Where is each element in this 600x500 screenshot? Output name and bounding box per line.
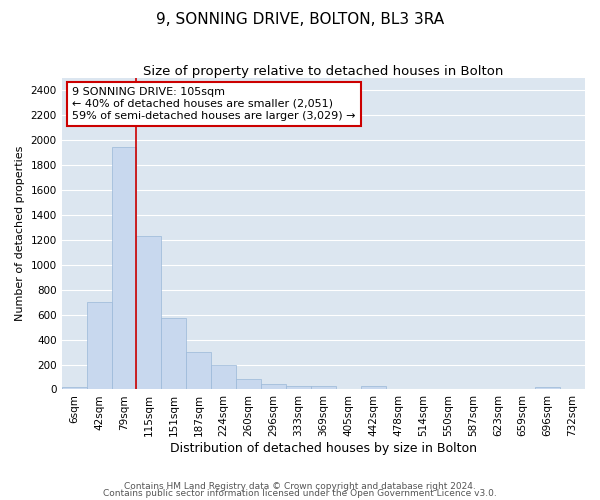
Text: Contains public sector information licensed under the Open Government Licence v3: Contains public sector information licen… [103, 490, 497, 498]
Bar [161, 318, 186, 390]
Text: 9, SONNING DRIVE, BOLTON, BL3 3RA: 9, SONNING DRIVE, BOLTON, BL3 3RA [156, 12, 444, 28]
Bar [186, 352, 211, 390]
Bar [62, 387, 86, 390]
Text: Contains HM Land Registry data © Crown copyright and database right 2024.: Contains HM Land Registry data © Crown c… [124, 482, 476, 491]
Text: 9 SONNING DRIVE: 105sqm
← 40% of detached houses are smaller (2,051)
59% of semi: 9 SONNING DRIVE: 105sqm ← 40% of detache… [72, 88, 356, 120]
Bar [211, 364, 236, 390]
Y-axis label: Number of detached properties: Number of detached properties [15, 146, 25, 322]
Title: Size of property relative to detached houses in Bolton: Size of property relative to detached ho… [143, 65, 503, 78]
X-axis label: Distribution of detached houses by size in Bolton: Distribution of detached houses by size … [170, 442, 477, 455]
Bar [86, 302, 112, 390]
Bar [535, 387, 560, 390]
Bar [361, 386, 386, 390]
Bar [261, 384, 286, 390]
Bar [311, 386, 336, 390]
Bar [286, 386, 311, 390]
Bar [136, 236, 161, 390]
Bar [236, 380, 261, 390]
Bar [112, 146, 136, 390]
